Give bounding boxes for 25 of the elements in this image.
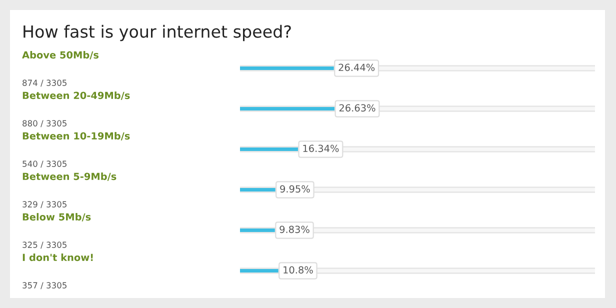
text: 329 / 3305 <box>22 201 66 208</box>
y-tick-label: Between 5-9Mb/s <box>22 172 116 181</box>
data-label: 9.95% <box>280 185 310 193</box>
chart-title: How fast is your internet speed? <box>24 24 291 42</box>
y-tick-label: Between 10-19Mb/s <box>22 132 130 140</box>
data-label: 9.83% <box>280 226 310 234</box>
text: 874 / 3305 <box>22 80 66 87</box>
data-label: 26.63% <box>339 104 376 112</box>
data-label: 26.44% <box>338 64 375 72</box>
text: 357 / 3305 <box>22 282 66 290</box>
text: 540 / 3305 <box>22 160 66 168</box>
bar <box>240 269 278 272</box>
y-tick-label: Above 50Mb/s <box>22 51 99 60</box>
bar <box>240 188 276 192</box>
bar <box>240 66 334 70</box>
data-label: 16.34% <box>303 144 339 152</box>
bar <box>240 107 335 110</box>
y-tick-label: I don't know! <box>22 254 93 262</box>
y-tick-label: Between 20-49Mb/s <box>22 92 130 100</box>
text: 325 / 3305 <box>22 242 66 249</box>
data-label: 10.8% <box>284 266 313 274</box>
bar <box>240 148 298 151</box>
bar <box>240 228 275 232</box>
text: 880 / 3305 <box>22 120 66 128</box>
y-tick-label: Below 5Mb/s <box>22 213 91 222</box>
